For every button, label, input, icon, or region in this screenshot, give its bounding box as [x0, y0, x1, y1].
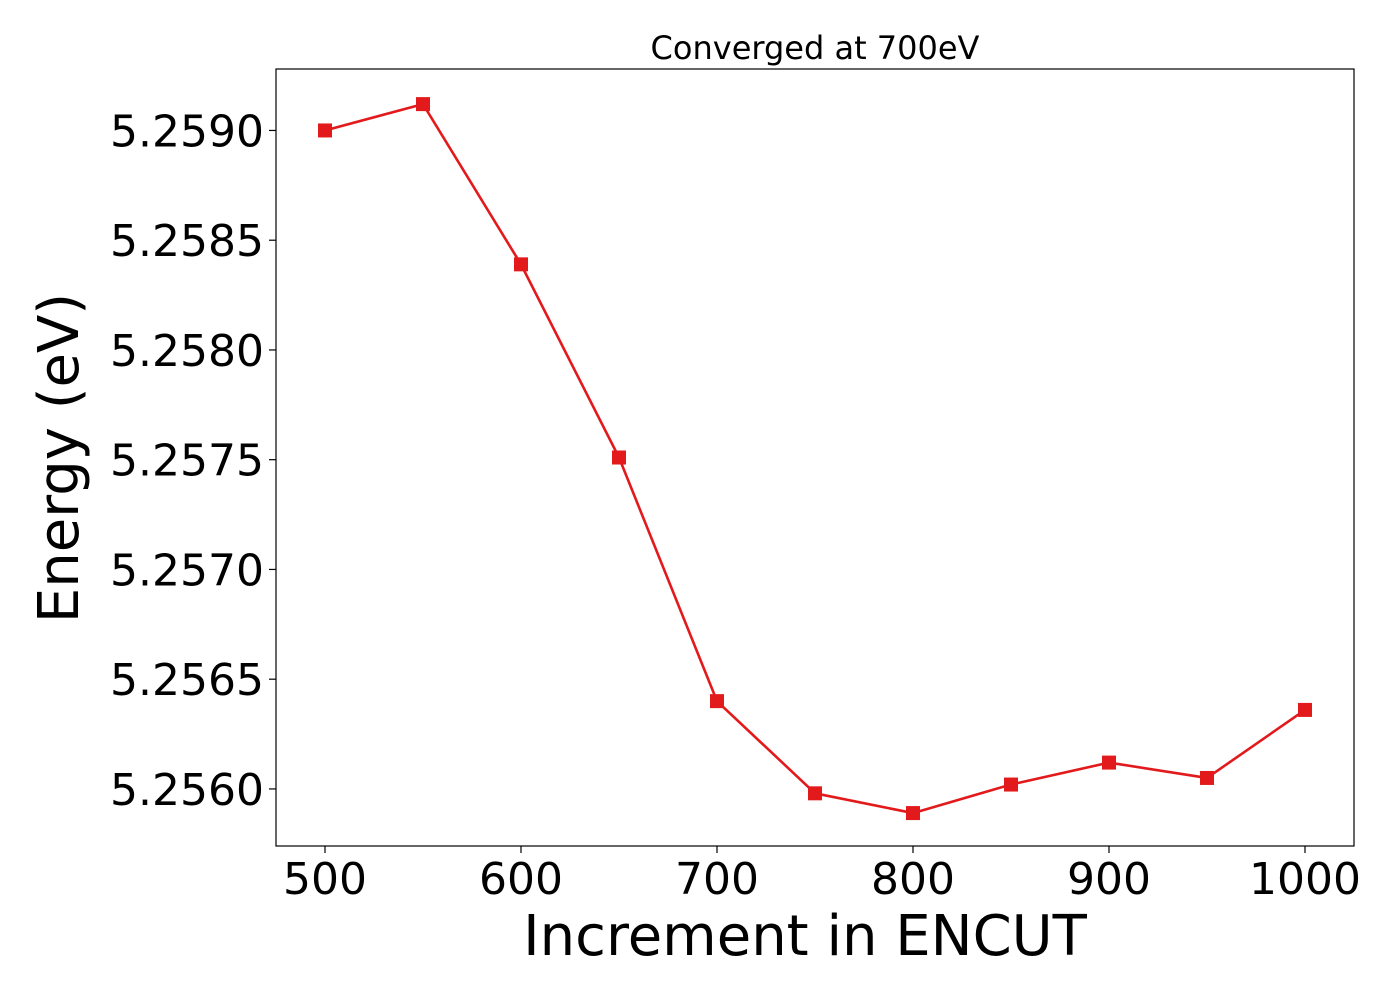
y-axis-ticks: 5.2560 5.2565 5.2570 5.2575 5.2580 5.2585 5.25… [110, 106, 276, 816]
data-point-marker [612, 450, 626, 465]
x-tick-label: 1000 [1249, 854, 1361, 905]
x-axis-label: Increment in ENCUT [523, 904, 1088, 969]
series-line [324, 102, 1306, 815]
x-tick-label: 700 [675, 854, 759, 905]
data-point-marker [808, 786, 822, 801]
data-point-marker [1298, 702, 1312, 717]
data-point-marker [1004, 777, 1018, 792]
y-tick-label: 5.2560 [110, 765, 264, 816]
y-tick-label: 5.2570 [110, 545, 264, 596]
data-point-marker [416, 97, 430, 112]
data-point-marker [514, 257, 528, 272]
data-point-marker [1102, 755, 1116, 770]
y-tick-label: 5.2575 [110, 436, 264, 487]
data-point-marker [1200, 770, 1214, 785]
data-point-marker [906, 806, 920, 821]
x-tick-label: 800 [871, 854, 955, 905]
y-tick-label: 5.2585 [110, 216, 264, 267]
data-point-marker [318, 123, 332, 138]
y-tick-label: 5.2565 [110, 655, 264, 706]
x-axis-ticks: 500 600 700 800 900 1000 [283, 846, 1361, 905]
series-layer [318, 97, 1312, 821]
y-tick-label: 5.2580 [110, 326, 264, 377]
x-tick-label: 600 [479, 854, 563, 905]
y-axis-label: Energy (eV) [27, 293, 92, 623]
plot-frame [275, 68, 1355, 847]
y-tick-label: 5.2590 [110, 106, 264, 157]
data-point-marker [710, 694, 724, 709]
x-tick-label: 900 [1067, 854, 1151, 905]
x-tick-label: 500 [283, 854, 367, 905]
chart-title: Converged at 700eV [651, 29, 980, 67]
